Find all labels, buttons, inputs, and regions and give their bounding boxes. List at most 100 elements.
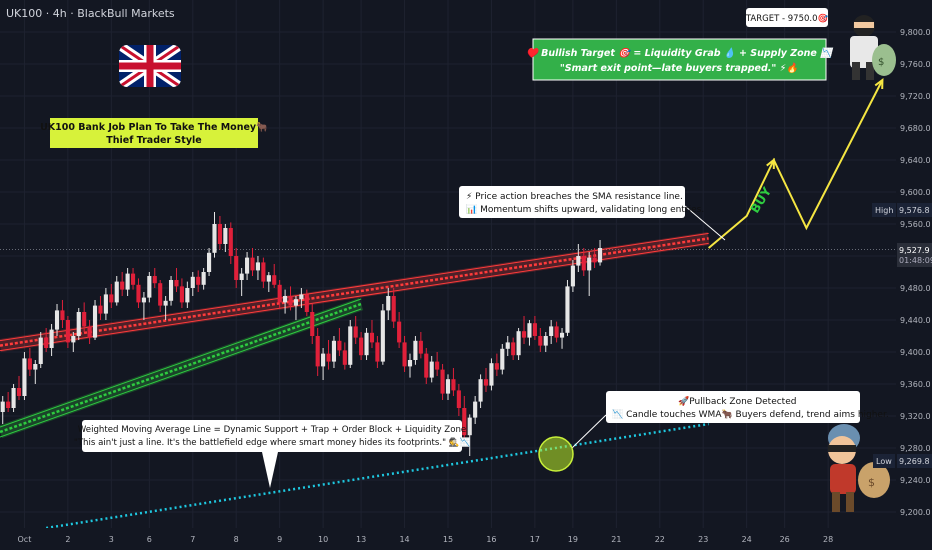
sma-resistance-band-edge-top <box>0 232 709 342</box>
candle-body <box>587 257 592 271</box>
candle-body <box>397 321 402 343</box>
y-tick-label: 9,440.0 <box>900 316 931 325</box>
candle-body <box>255 262 261 271</box>
candle-body <box>337 340 342 351</box>
candle-body <box>331 340 337 362</box>
candle-body <box>451 379 456 391</box>
sma-resistance-band-dash <box>0 237 709 347</box>
candle-body <box>570 265 575 287</box>
candle-body <box>283 296 288 303</box>
wma-support-band-dash <box>0 302 362 434</box>
x-tick-label: 23 <box>698 535 708 544</box>
candle-body <box>473 401 478 418</box>
high-value: 9,576.8 <box>899 206 930 215</box>
candle-body <box>342 350 347 365</box>
candle-body <box>369 332 375 343</box>
candle-body <box>576 256 581 266</box>
candle-body <box>185 288 190 303</box>
x-tick-label: 17 <box>530 535 540 544</box>
y-tick-label: 9,240.0 <box>900 476 931 485</box>
current-price: 9,527.9 <box>899 246 930 255</box>
masked-thief-icon: $ <box>850 15 896 80</box>
y-tick-label: 9,560.0 <box>900 220 931 229</box>
candle-body <box>109 294 114 303</box>
x-tick-label: 13 <box>356 535 366 544</box>
wma-support-band-edge-bottom <box>0 308 362 438</box>
candle-body <box>310 312 315 336</box>
projection-arrowhead <box>874 77 884 90</box>
candle-body <box>266 275 271 282</box>
pullback-line1: 🚀Pullback Zone Detected <box>678 395 796 407</box>
candle-body <box>22 358 27 396</box>
candle-body <box>554 326 559 338</box>
current-price-badge: 9,527.9 01:48:09 <box>897 243 932 267</box>
y-tick-label: 9,600.0 <box>900 188 931 197</box>
candle-body <box>179 286 184 303</box>
candle-body <box>130 273 136 285</box>
time-axis-bg <box>0 528 932 550</box>
candle-body <box>103 294 108 314</box>
wma-line1: Weighted Moving Average Line = Dynamic S… <box>78 425 466 435</box>
candle-body <box>174 280 179 287</box>
y-tick-label: 9,480.0 <box>900 284 931 293</box>
y-tick-label: 9,640.0 <box>900 156 931 165</box>
candle-body <box>543 336 548 346</box>
candle-body <box>196 276 201 285</box>
y-tick-label: 9,360.0 <box>900 380 931 389</box>
projection-arrowhead <box>766 157 775 170</box>
x-tick-label: 10 <box>318 535 328 544</box>
bullish-line1: ♥️ Bullish Target 🎯 = Liquidity Grab 💧 +… <box>525 47 834 59</box>
candle-body <box>353 326 358 338</box>
candle-body <box>33 364 38 370</box>
target-label-text: TARGET - 9750.0🎯 <box>745 13 829 24</box>
candle-body <box>152 276 157 284</box>
x-tick-label: 24 <box>742 535 752 544</box>
candle-body <box>120 281 125 290</box>
high-label: High <box>875 206 893 215</box>
candle-body <box>348 326 353 365</box>
candle-body <box>60 310 65 320</box>
candle-body <box>288 296 293 306</box>
bullish-line2: "Smart exit point—late buyers trapped." … <box>560 62 800 74</box>
y-tick-label: 9,280.0 <box>900 444 931 453</box>
y-tick-label: 9,760.0 <box>900 60 931 69</box>
candle-body <box>82 312 87 327</box>
candle-body <box>212 224 217 253</box>
candle-body <box>49 329 54 348</box>
candle-body <box>581 256 586 271</box>
candle-body <box>38 337 43 364</box>
projection-layer <box>708 77 884 249</box>
plan-title-line1: UK100 Bank Job Plan To Take The Money🐂 <box>40 121 268 133</box>
candle-body <box>435 361 440 370</box>
candle-body <box>0 401 5 412</box>
sma-note-line1: ⚡ Price action breaches the SMA resistan… <box>466 192 683 202</box>
candle-body <box>521 331 527 338</box>
pullback-line2: 📉 Candle touches WMA🐂 Buyers defend, tre… <box>612 408 889 420</box>
candle-body <box>261 262 266 282</box>
target-label: TARGET - 9750.0🎯 <box>745 8 829 27</box>
candle-body <box>538 336 543 346</box>
y-tick-label: 9,720.0 <box>900 92 931 101</box>
candle-body <box>272 275 277 285</box>
x-tick-label: 14 <box>399 535 409 544</box>
x-tick-label: 6 <box>147 535 152 544</box>
x-tick-label: 26 <box>780 535 790 544</box>
y-tick-label: 9,680.0 <box>900 124 931 133</box>
sma-note-line2: 📊 Momentum shifts upward, validating lon… <box>466 203 704 215</box>
candle-body <box>359 337 364 356</box>
y-tick-label: 9,400.0 <box>900 348 931 357</box>
candle-body <box>407 360 413 367</box>
y-tick-label: 9,800.0 <box>900 28 931 37</box>
support-dotted-line <box>45 422 709 530</box>
candle-body <box>516 331 521 356</box>
candle-body <box>71 336 76 343</box>
candle-body <box>65 320 70 343</box>
candle-body <box>245 257 250 274</box>
candle-body <box>380 310 385 362</box>
candle-body <box>549 326 554 336</box>
x-tick-label: 9 <box>277 535 282 544</box>
x-tick-label: 15 <box>443 535 453 544</box>
y-tick-label: 9,200.0 <box>900 508 931 517</box>
